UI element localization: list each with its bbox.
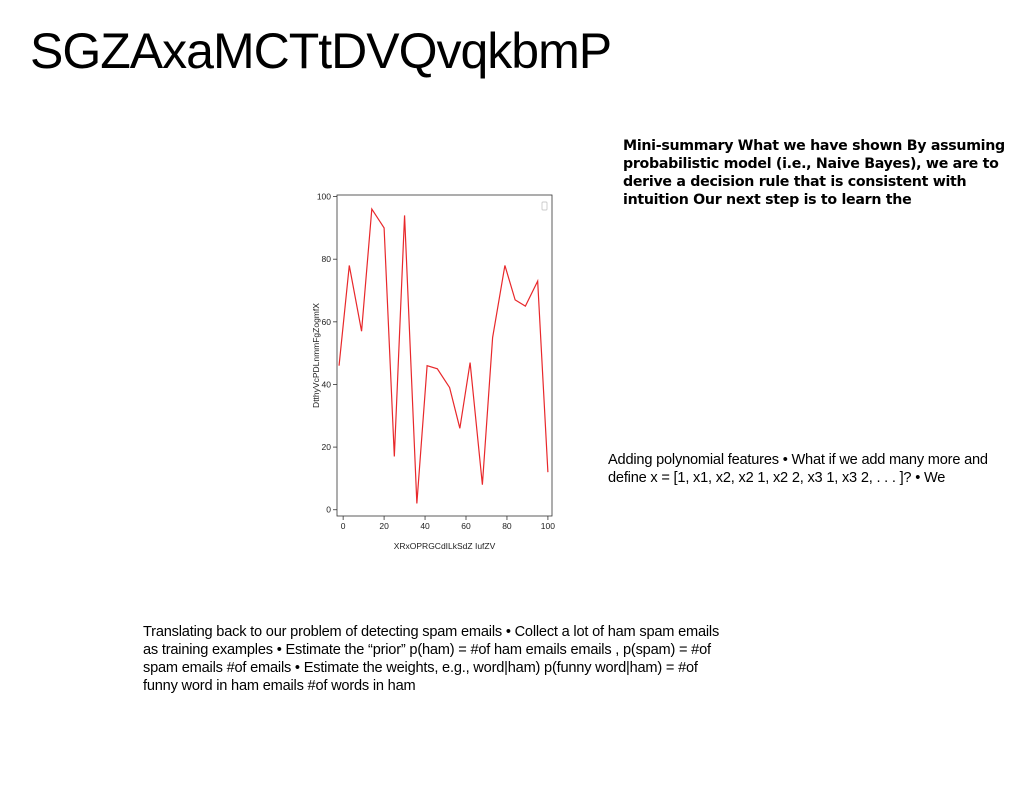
data-point (537, 281, 538, 282)
x-tick-label: 0 (341, 521, 346, 531)
data-point (361, 331, 362, 332)
y-tick-label: 60 (322, 317, 332, 327)
data-point (349, 265, 350, 266)
data-point (492, 337, 493, 338)
data-point (504, 265, 505, 266)
y-tick-label: 100 (317, 192, 331, 202)
data-point (449, 387, 450, 388)
y-axis-label: DtthyVcPDLnmmFgZogmfX (311, 303, 321, 408)
data-point (404, 215, 405, 216)
x-axis-label: XRxOPRGCdILkSdZ IufZV (394, 541, 496, 551)
chart-series-layer (338, 207, 549, 504)
data-point (525, 306, 526, 307)
x-tick-label: 20 (379, 521, 389, 531)
series-line (338, 207, 549, 504)
y-tick-label: 80 (322, 254, 332, 264)
chart-axes: 0 20 40 60 80 100 0 20 40 60 80 100 XRxOPRGCdILkSdZ … (311, 192, 555, 551)
x-tick-label: 100 (541, 521, 555, 531)
translating-back-text: Translating back to our problem of detec… (143, 624, 720, 694)
line-chart: 0 20 40 60 80 100 0 20 40 60 80 100 XRxOPRGCdILkSdZ … (311, 192, 555, 551)
data-point (469, 362, 470, 363)
data-point (459, 428, 460, 429)
data-point (416, 503, 417, 504)
data-point (547, 472, 548, 473)
plot-frame (336, 194, 553, 517)
data-point (371, 208, 372, 209)
data-point (383, 227, 384, 228)
data-point (437, 368, 438, 369)
y-tick-label: 0 (326, 505, 331, 515)
data-point (515, 299, 516, 300)
slide-title: SGZAxaMCTtDVQvqkbmP (30, 23, 612, 79)
y-tick-label: 40 (322, 379, 332, 389)
x-tick-label: 80 (502, 521, 512, 531)
x-tick-label: 60 (461, 521, 471, 531)
data-point (426, 365, 427, 366)
data-point (394, 456, 395, 457)
polynomial-features-text: Adding polynomial features • What if we … (608, 452, 988, 486)
chart-legend (541, 201, 548, 211)
y-tick-label: 20 (322, 442, 332, 452)
line-chart-figure: 0 20 40 60 80 100 0 20 40 60 80 100 XRxOPRGCdILkSdZ … (306, 186, 562, 554)
legend-box (541, 201, 548, 211)
data-point (338, 365, 339, 366)
data-point (482, 484, 483, 485)
x-tick-label: 40 (420, 521, 430, 531)
mini-summary-text: Mini-summary What we have shown By assum… (623, 138, 1005, 208)
